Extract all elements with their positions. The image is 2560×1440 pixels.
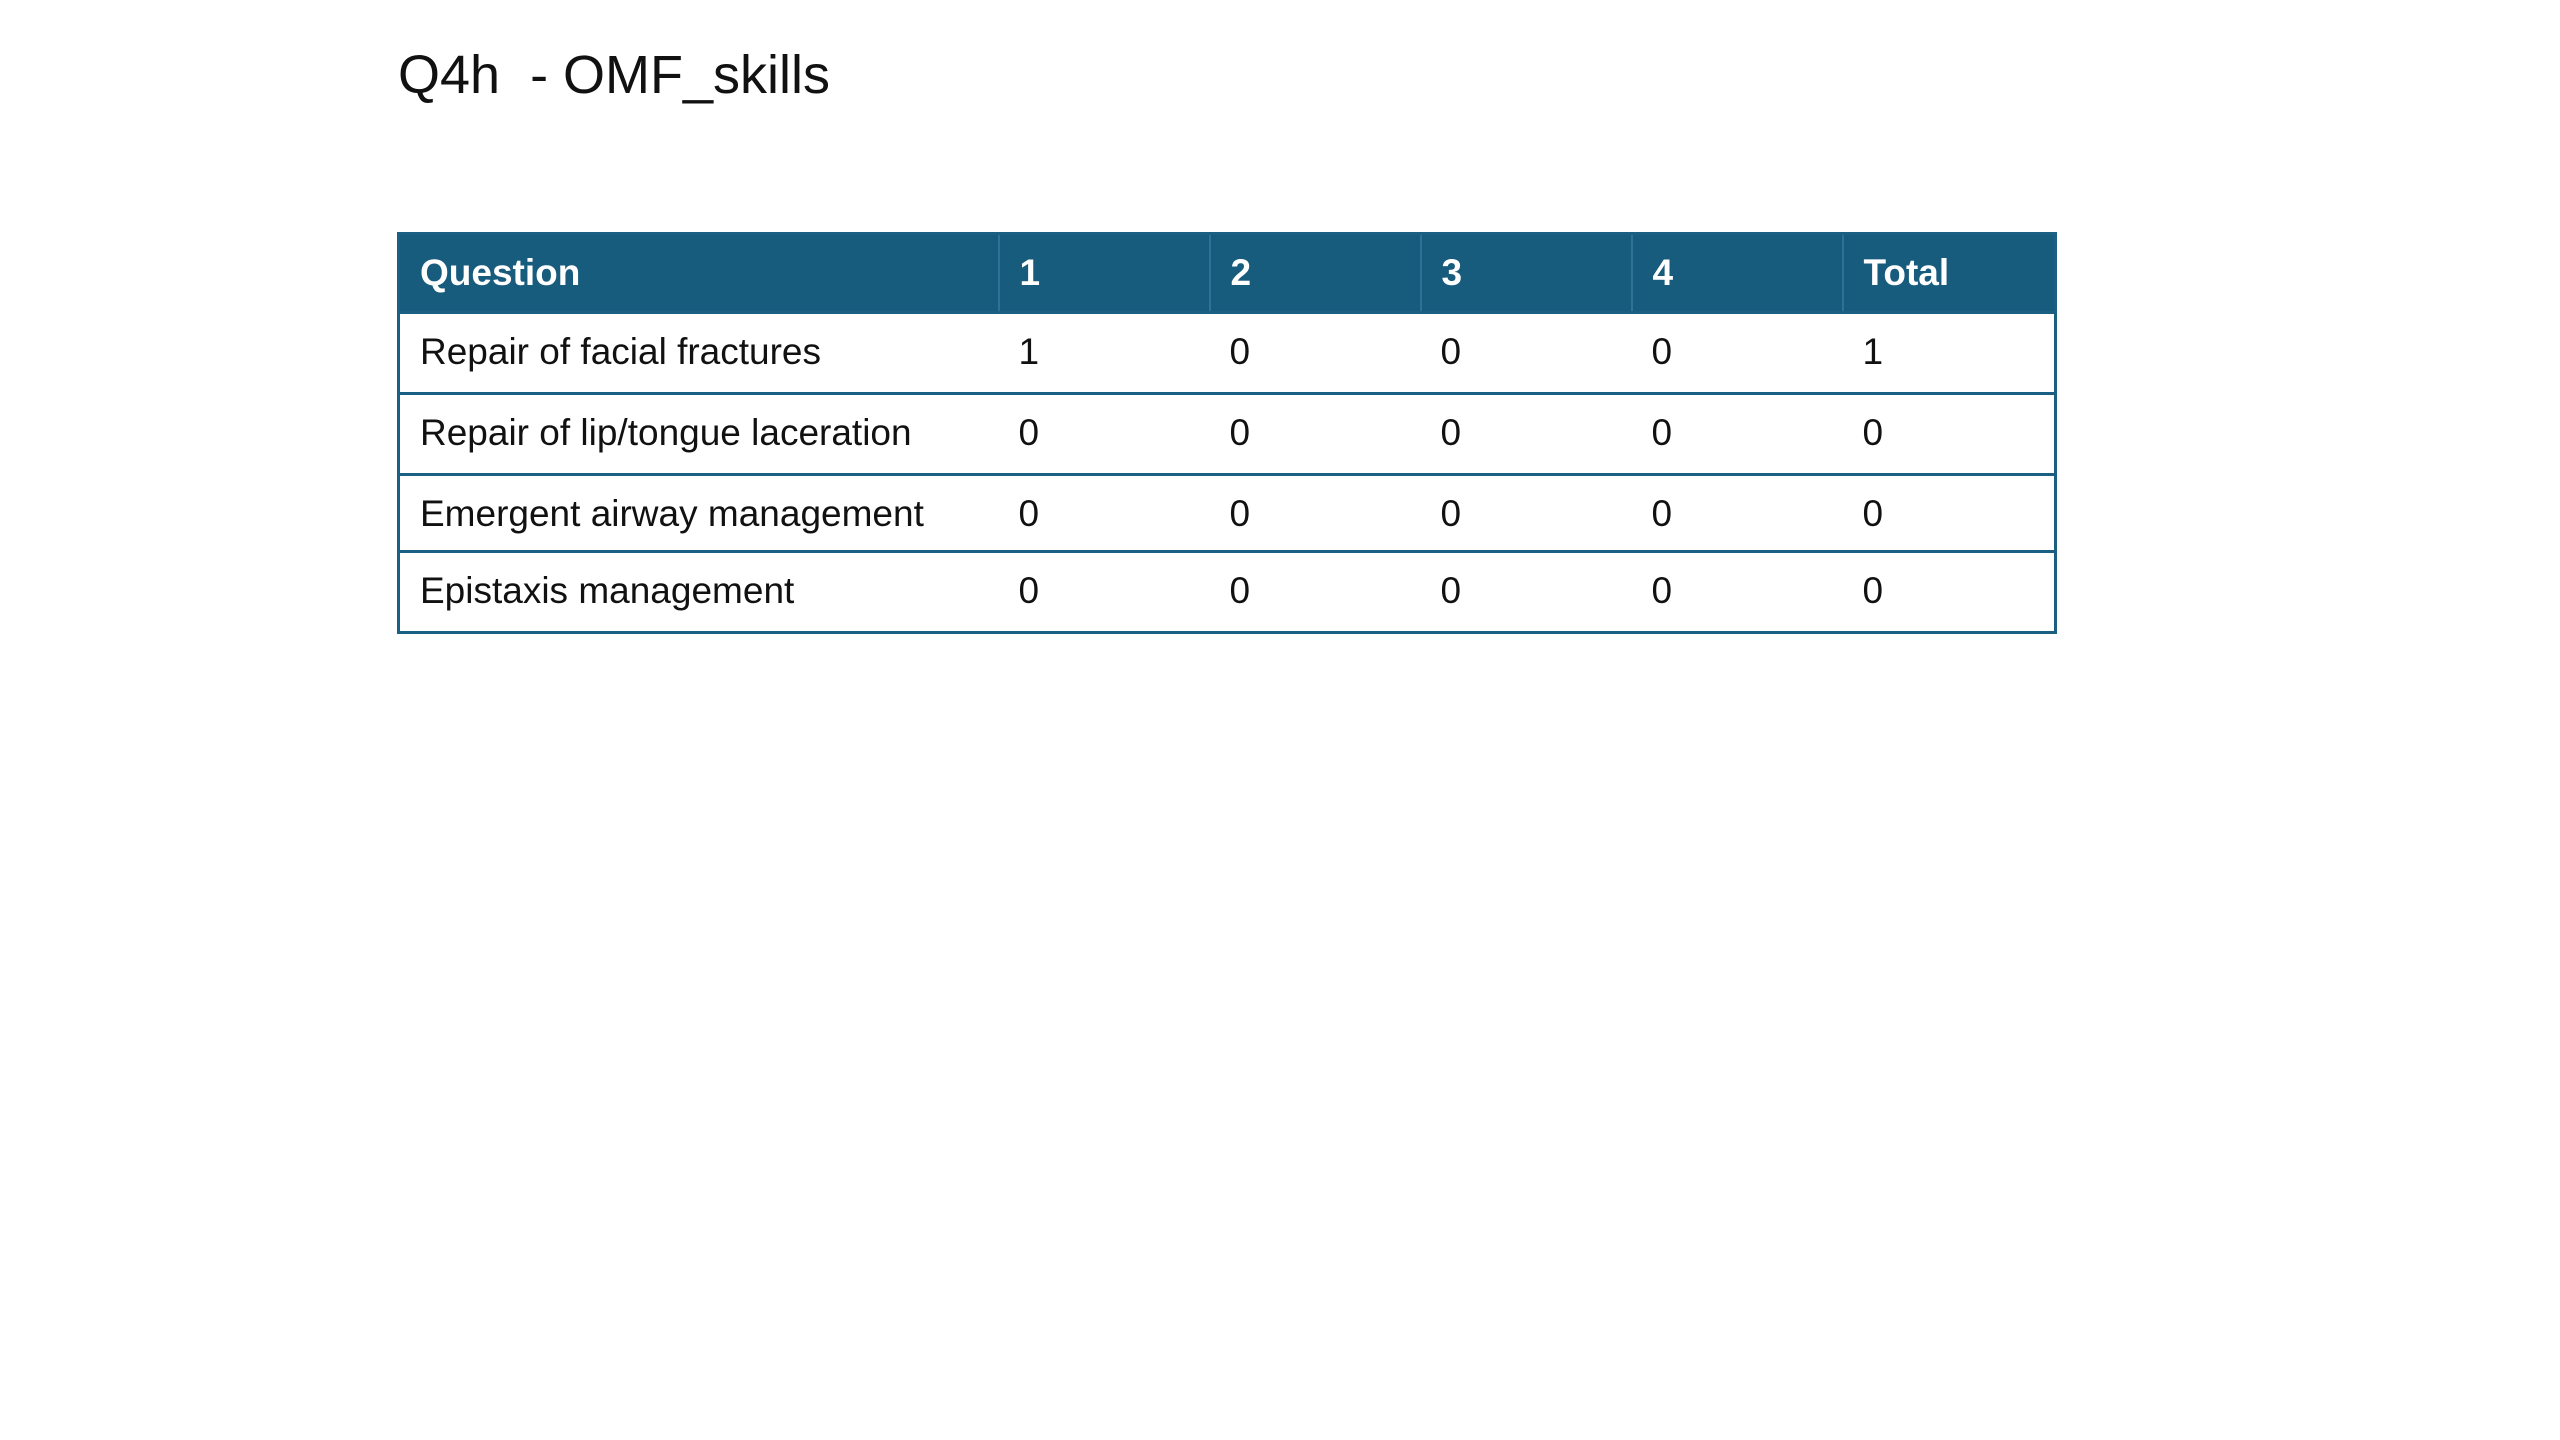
cell-question: Emergent airway management bbox=[398, 473, 999, 552]
cell-total: 0 bbox=[1842, 550, 2056, 633]
cell-2: 0 bbox=[1209, 473, 1421, 552]
table-row: Emergent airway management 0 0 0 0 0 bbox=[398, 473, 2056, 552]
header-1: 1 bbox=[997, 233, 1210, 313]
table-row: Repair of lip/tongue laceration 0 0 0 0 … bbox=[398, 392, 2056, 475]
cell-2: 0 bbox=[1209, 550, 1421, 633]
cell-total: 0 bbox=[1842, 392, 2056, 475]
header-4: 4 bbox=[1630, 233, 1843, 313]
cell-question: Repair of facial fractures bbox=[398, 311, 999, 394]
cell-1: 0 bbox=[998, 392, 1210, 475]
cell-2: 0 bbox=[1209, 311, 1421, 394]
cell-question: Repair of lip/tongue laceration bbox=[398, 392, 999, 475]
cell-1: 1 bbox=[998, 311, 1210, 394]
cell-3: 0 bbox=[1420, 311, 1632, 394]
table-row: Epistaxis management 0 0 0 0 0 bbox=[398, 550, 2056, 633]
cell-question: Epistaxis management bbox=[398, 550, 999, 633]
cell-3: 0 bbox=[1420, 550, 1632, 633]
table-row: Repair of facial fractures 1 0 0 0 1 bbox=[398, 311, 2056, 394]
results-table-container: Question 1 2 3 4 Total Repair of facial … bbox=[397, 232, 2057, 634]
cell-2: 0 bbox=[1209, 392, 1421, 475]
cell-1: 0 bbox=[998, 473, 1210, 552]
header-2: 2 bbox=[1208, 233, 1421, 313]
header-total: Total bbox=[1841, 233, 2056, 313]
cell-4: 0 bbox=[1631, 550, 1843, 633]
cell-3: 0 bbox=[1420, 392, 1632, 475]
header-3: 3 bbox=[1419, 233, 1632, 313]
cell-4: 0 bbox=[1631, 473, 1843, 552]
cell-4: 0 bbox=[1631, 311, 1843, 394]
cell-3: 0 bbox=[1420, 473, 1632, 552]
cell-4: 0 bbox=[1631, 392, 1843, 475]
header-question: Question bbox=[398, 233, 999, 313]
table-header-row: Question 1 2 3 4 Total bbox=[398, 233, 2056, 313]
results-table: Question 1 2 3 4 Total Repair of facial … bbox=[397, 232, 2057, 634]
cell-total: 0 bbox=[1842, 473, 2056, 552]
slide-title: Q4h - OMF_skills bbox=[398, 45, 831, 105]
cell-1: 0 bbox=[998, 550, 1210, 633]
cell-total: 1 bbox=[1842, 311, 2056, 394]
